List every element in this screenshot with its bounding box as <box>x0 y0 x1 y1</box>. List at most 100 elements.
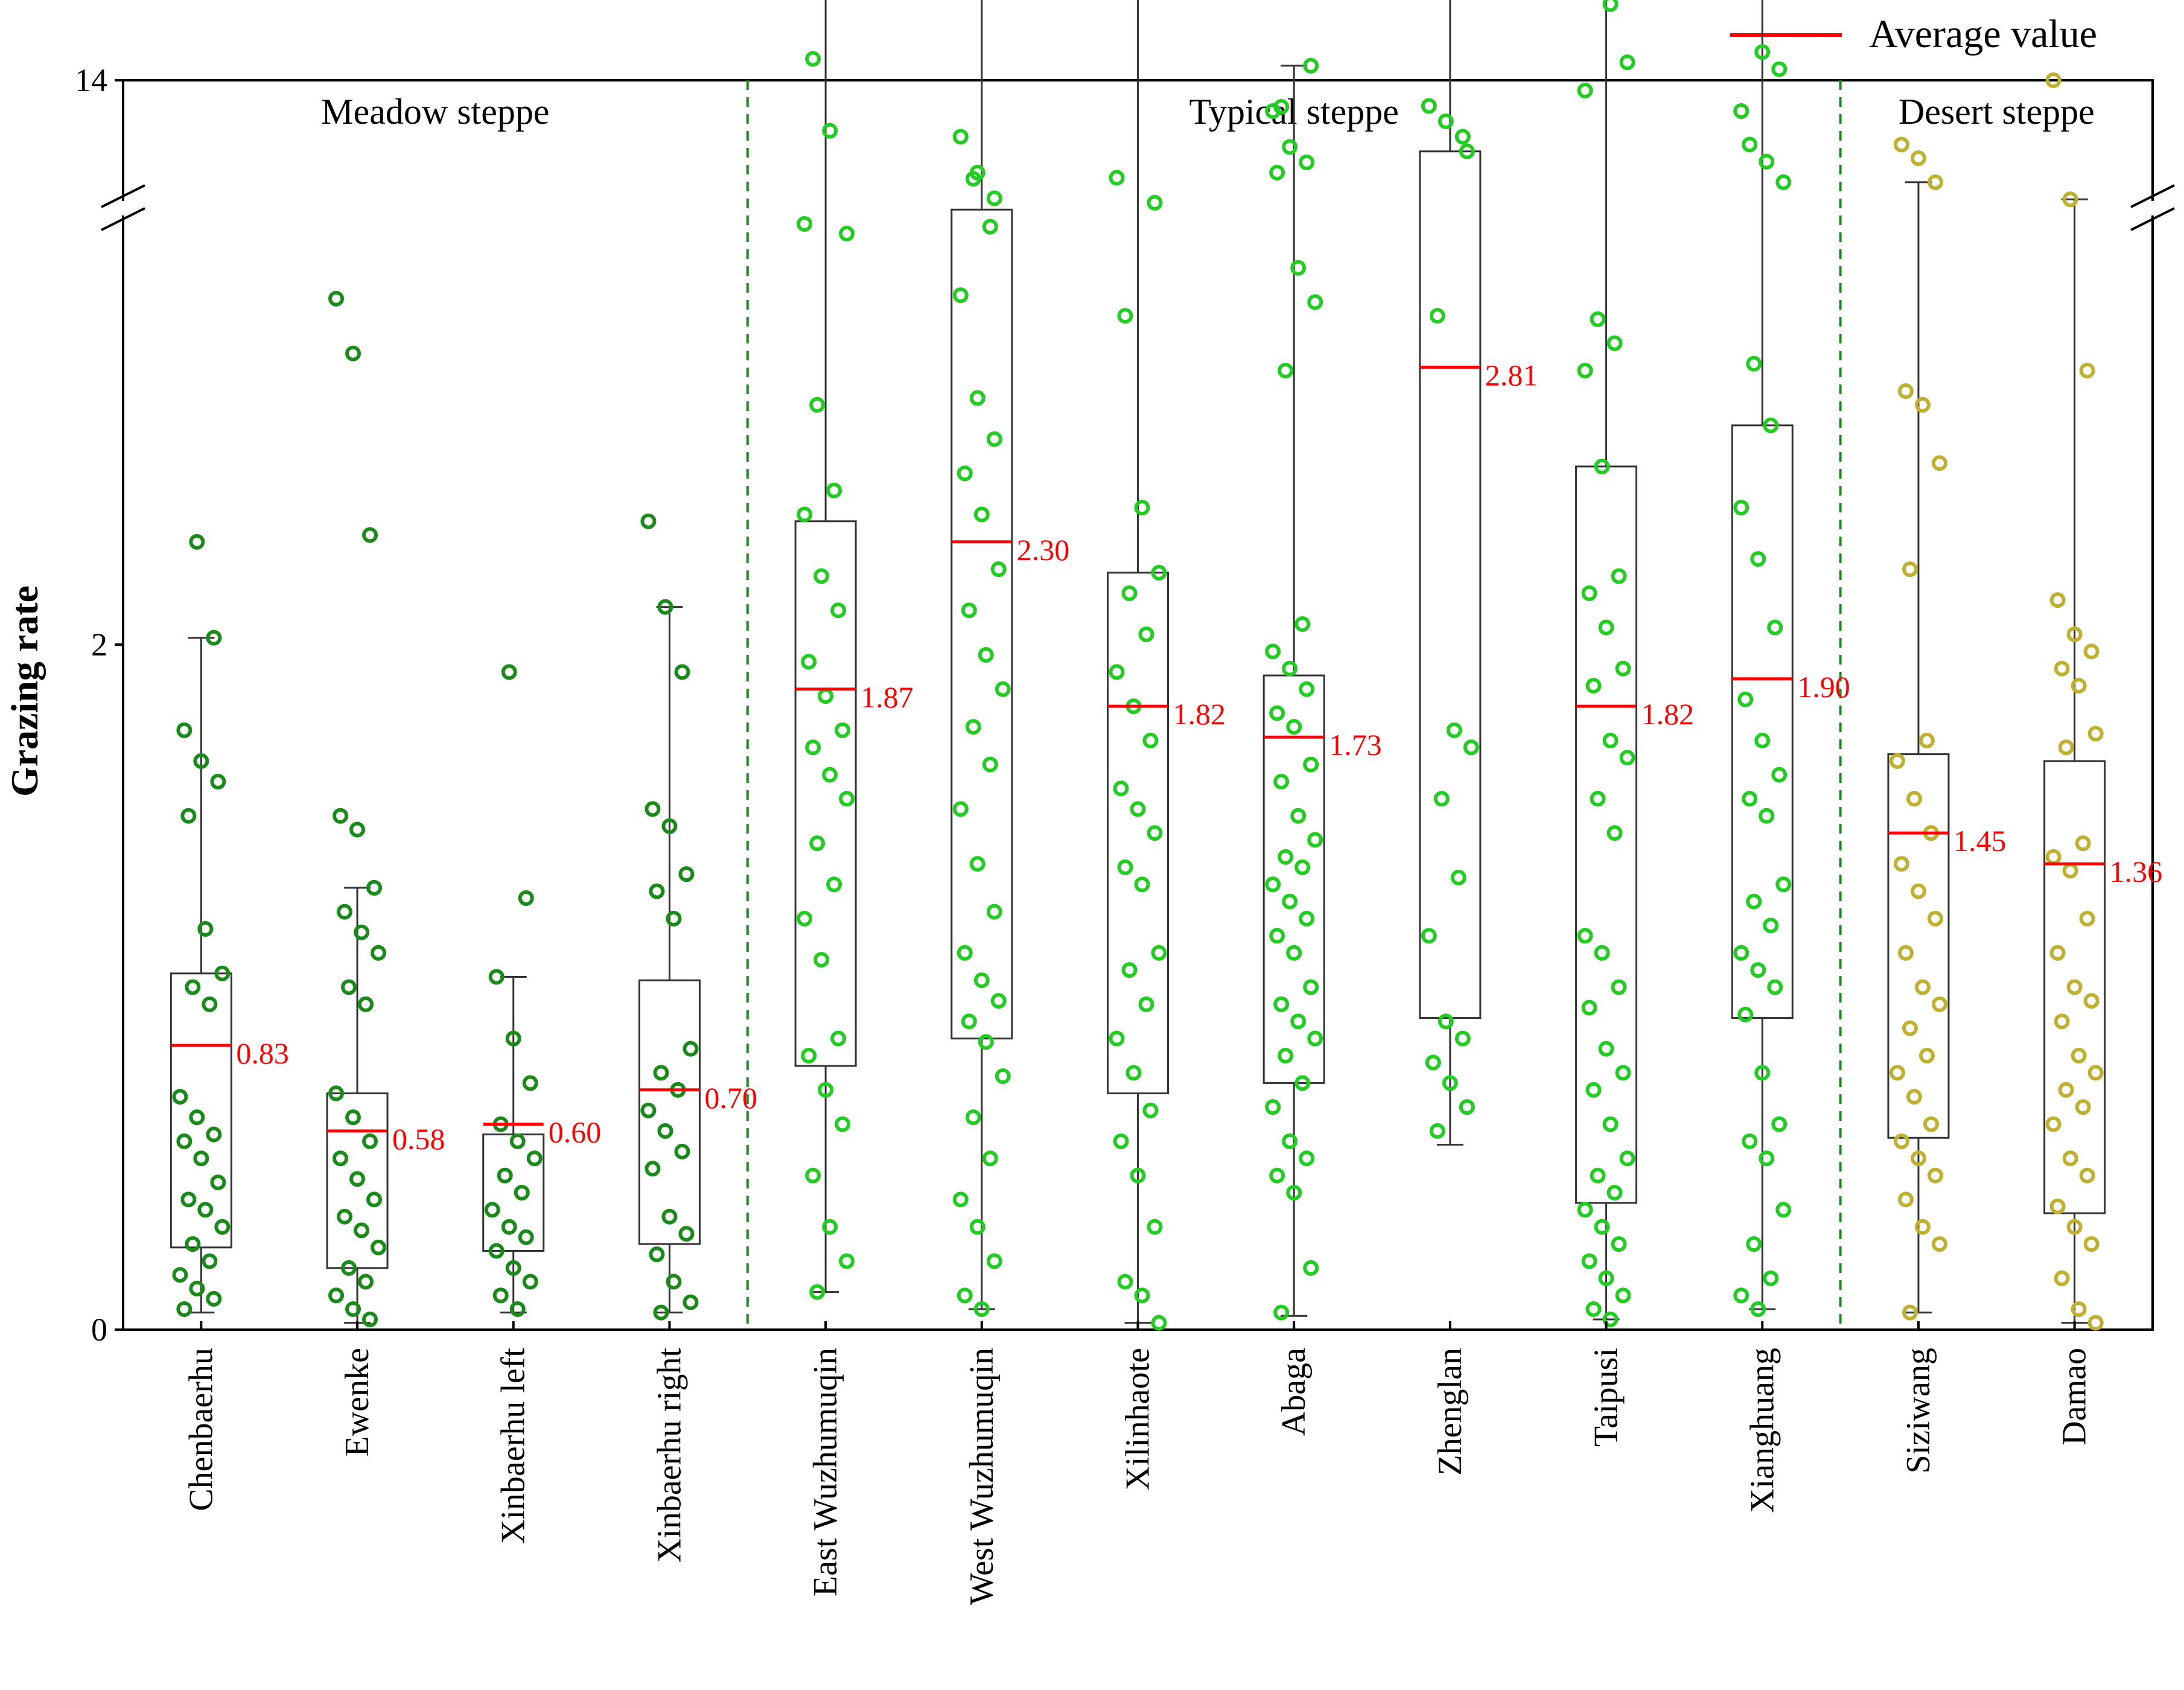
data-point <box>1134 500 1150 515</box>
category-label: Xianghuang <box>1743 1348 1781 1513</box>
box <box>1575 465 1638 1204</box>
data-point <box>1746 356 1762 372</box>
data-point <box>1927 174 1943 190</box>
data-point <box>1590 791 1606 807</box>
data-point <box>678 1226 695 1242</box>
data-point <box>2071 678 2087 694</box>
data-point <box>645 801 661 817</box>
data-point <box>1577 928 1593 944</box>
data-point <box>193 753 209 769</box>
data-point <box>1577 1202 1593 1218</box>
data-point <box>197 1202 214 1218</box>
data-point <box>1278 849 1294 865</box>
data-point <box>1113 780 1129 797</box>
data-point <box>1902 1304 1918 1321</box>
data-point <box>526 1150 543 1167</box>
data-point <box>1775 876 1792 893</box>
data-point <box>1598 619 1614 636</box>
data-point <box>1619 750 1635 766</box>
data-point <box>1125 1065 1142 1081</box>
data-point <box>1429 308 1445 324</box>
data-point <box>1771 767 1788 783</box>
data-point <box>1299 911 1315 926</box>
data-point <box>172 1089 188 1105</box>
data-point <box>1269 928 1285 944</box>
data-point <box>501 664 517 680</box>
data-point <box>835 1116 851 1132</box>
data-point <box>982 1150 998 1167</box>
data-point <box>2083 993 2100 1009</box>
data-point <box>1425 1054 1441 1071</box>
data-point <box>366 879 383 896</box>
data-point <box>1282 139 1298 155</box>
data-point <box>1733 103 1749 119</box>
data-point <box>1437 1013 1454 1030</box>
data-point <box>961 602 977 619</box>
data-point <box>640 1102 657 1118</box>
data-point <box>657 599 673 615</box>
data-point <box>1290 1013 1307 1030</box>
data-point <box>328 1085 345 1102</box>
data-point <box>973 506 990 523</box>
data-point <box>1142 732 1159 748</box>
data-point <box>1910 1150 1926 1167</box>
mean-label: 1.82 <box>1641 697 1695 731</box>
category-label: Xilinhaote <box>1119 1348 1157 1490</box>
y-tick-label: 0 <box>91 1312 107 1348</box>
data-point <box>1303 57 1319 74</box>
data-point <box>1742 1133 1758 1149</box>
data-point <box>1902 561 1918 578</box>
data-point <box>649 1246 665 1263</box>
data-point <box>345 1109 361 1126</box>
data-point <box>649 883 665 899</box>
data-point <box>640 513 657 529</box>
data-point <box>1134 1287 1150 1304</box>
data-point <box>990 561 1007 578</box>
data-point <box>1147 1219 1163 1235</box>
data-point <box>683 1041 699 1057</box>
data-point <box>2066 979 2083 995</box>
data-point <box>1294 616 1311 632</box>
data-point <box>805 51 821 67</box>
data-point <box>839 791 855 807</box>
data-point <box>1299 681 1315 697</box>
data-point <box>522 1075 538 1091</box>
data-point <box>1307 294 1323 310</box>
data-point <box>371 1239 387 1255</box>
data-point <box>805 739 821 756</box>
data-point <box>1459 143 1475 159</box>
legend-label: Average value <box>1869 12 2097 56</box>
data-point <box>2054 1013 2070 1030</box>
data-point <box>1619 1150 1635 1167</box>
data-point <box>1269 705 1285 721</box>
data-point <box>835 722 851 738</box>
right-axis-break-mark <box>2130 184 2175 208</box>
y-tick-label: 14 <box>75 62 107 98</box>
data-point <box>1294 859 1311 875</box>
data-point <box>1763 1270 1779 1286</box>
data-point <box>995 681 1011 697</box>
data-point <box>661 1208 678 1225</box>
data-point <box>333 808 349 824</box>
data-point <box>2058 739 2074 756</box>
data-point <box>1594 945 1610 961</box>
data-point <box>801 1048 817 1063</box>
box <box>1262 674 1325 1084</box>
data-point <box>1750 1301 1766 1317</box>
data-point <box>1442 1075 1458 1091</box>
box <box>482 1134 545 1252</box>
data-point <box>1775 1202 1792 1218</box>
data-point <box>1775 174 1792 190</box>
data-point <box>1602 732 1619 748</box>
mean-label: 1.36 <box>2110 855 2163 888</box>
data-point <box>1931 996 1947 1012</box>
data-point <box>1759 1150 1775 1167</box>
data-point <box>1918 732 1935 748</box>
data-point <box>1121 962 1138 978</box>
box <box>1107 572 1169 1094</box>
mean-label: 1.87 <box>861 680 914 714</box>
mean-label: 1.73 <box>1329 728 1382 762</box>
data-point <box>1594 458 1610 474</box>
data-point <box>1590 1167 1606 1184</box>
data-point <box>805 1167 821 1184</box>
